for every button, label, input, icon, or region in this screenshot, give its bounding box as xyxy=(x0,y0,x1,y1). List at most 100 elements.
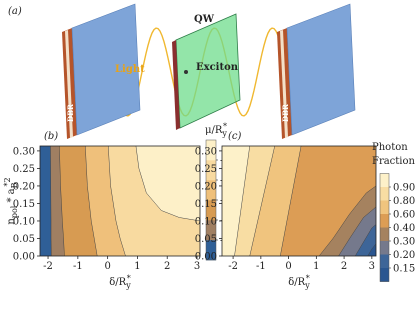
dbr-stripes xyxy=(65,30,73,138)
colorbar-tick-label: 0.15 xyxy=(393,264,415,275)
colorbar-band xyxy=(380,241,389,255)
contour-line xyxy=(280,146,302,256)
y-tick-label: 0.00 xyxy=(13,252,35,263)
y-axis-label-part: *2 xyxy=(3,177,12,186)
quantum-well-edge xyxy=(172,40,180,130)
x-axis-label-part: * xyxy=(306,274,310,283)
contour-line xyxy=(338,206,376,256)
contour-line xyxy=(367,243,376,256)
y-tick-label: 0.00 xyxy=(195,252,217,263)
y-tick-label: 0.20 xyxy=(195,181,217,192)
colorbar-tick-label: 0.20 xyxy=(393,250,415,261)
x-tick-label: 1 xyxy=(313,261,319,272)
colorbar-title-part: * xyxy=(223,122,227,131)
contour-line xyxy=(85,146,98,256)
contour-region xyxy=(135,146,200,221)
colorbar-band xyxy=(380,254,389,269)
y-tick-label: 0.05 xyxy=(13,234,35,245)
contour-line xyxy=(249,146,275,256)
schematic: (a) Light QW Exciton DBR DBR xyxy=(8,3,356,139)
x-axis-label: δ/Ry* xyxy=(288,274,310,290)
y-tick-label: 0.25 xyxy=(13,164,35,175)
x-tick-label: 1 xyxy=(134,261,140,272)
contour-line xyxy=(234,146,250,256)
y-axis-label-part: pol xyxy=(10,205,19,218)
y-tick-label: 0.25 xyxy=(195,164,217,175)
x-axis-label-part: * xyxy=(127,274,131,283)
colorbar-band xyxy=(206,140,216,161)
axes-frame xyxy=(39,145,201,257)
panel-label: (a) xyxy=(8,6,22,17)
dbr-label: DBR xyxy=(281,104,290,122)
contour-plot xyxy=(40,146,200,256)
x-tick-label: -2 xyxy=(43,261,53,272)
colorbar-band xyxy=(380,227,389,242)
panel-label: (b) xyxy=(44,131,58,142)
colorbar-tick-label: 0.30 xyxy=(393,237,415,248)
qw-label: QW xyxy=(194,14,215,25)
x-axis-label-part: δ/R xyxy=(288,277,305,288)
dbr-left xyxy=(71,3,141,136)
x-axis-label-part: y xyxy=(125,281,131,290)
dbr-label: DBR xyxy=(66,104,75,122)
panel-label: (c) xyxy=(228,131,242,142)
x-axis-label-part: y xyxy=(304,281,310,290)
colorbar-band xyxy=(206,160,216,181)
y-tick-label: 0.05 xyxy=(195,234,217,245)
contour-plot xyxy=(222,146,376,256)
quantum-well xyxy=(175,13,241,129)
colorbar-tick-label: 0.80 xyxy=(393,196,415,207)
colorbar-band xyxy=(380,214,389,228)
contour-region xyxy=(355,224,376,256)
x-tick-label: 2 xyxy=(341,261,347,272)
colorbar-tick-label: 0.90 xyxy=(393,183,415,194)
colorbar-band xyxy=(380,200,389,215)
contour-line xyxy=(318,185,376,256)
colorbar-band xyxy=(206,200,216,221)
contour-line xyxy=(59,146,65,256)
y-tick-label: 0.30 xyxy=(195,146,217,157)
x-tick-label: 3 xyxy=(194,261,200,272)
x-tick-label: 3 xyxy=(369,261,375,272)
colorbar-band xyxy=(380,268,389,282)
colorbar-band xyxy=(206,180,216,201)
dbr-stripes xyxy=(280,30,288,138)
y-tick-label: 0.15 xyxy=(195,199,217,210)
contour-line xyxy=(107,146,126,256)
contour-line xyxy=(135,146,200,222)
y-tick-label: 0.10 xyxy=(13,216,35,227)
x-axis-label: δ/Ry* xyxy=(109,274,131,290)
y-axis-label-part: n xyxy=(6,218,17,225)
x-tick-label: 2 xyxy=(164,261,170,272)
y-axis-label-part: B xyxy=(10,182,19,188)
exciton-label: Exciton xyxy=(196,62,239,73)
y-tick-label: 0.10 xyxy=(195,216,217,227)
x-tick-label: 0 xyxy=(104,261,110,272)
y-axis-label-part: * a xyxy=(6,188,17,205)
colorbar-band xyxy=(206,240,216,261)
colorbar-title: μ/Ry* xyxy=(205,122,227,138)
light-label: Light xyxy=(115,64,145,75)
dbr-right xyxy=(286,3,356,136)
contour-line xyxy=(50,146,52,256)
colorbar-title: Photon xyxy=(372,142,408,153)
colorbar-title-part: μ/R xyxy=(205,125,223,136)
x-axis-label-part: δ/R xyxy=(109,277,126,288)
x-tick-label: -1 xyxy=(256,261,266,272)
y-axis-label: npol * aB*2 xyxy=(3,177,19,224)
y-tick-label: 0.30 xyxy=(13,146,35,157)
y-tick-label: 0.15 xyxy=(13,199,35,210)
x-tick-label: 0 xyxy=(285,261,291,272)
colorbar-title: Fraction xyxy=(372,156,415,167)
colorbar-tick-label: 0.60 xyxy=(393,210,415,221)
axes-frame xyxy=(221,145,377,257)
colorbar-band xyxy=(206,220,216,241)
y-tick-label: 0.20 xyxy=(13,181,35,192)
contour-line xyxy=(354,224,376,256)
exciton-dot xyxy=(184,70,188,74)
x-tick-label: -1 xyxy=(73,261,83,272)
colorbar-title-part: y xyxy=(221,129,227,138)
colorbar-tick-label: 0.40 xyxy=(393,223,415,234)
x-tick-label: -2 xyxy=(228,261,238,272)
